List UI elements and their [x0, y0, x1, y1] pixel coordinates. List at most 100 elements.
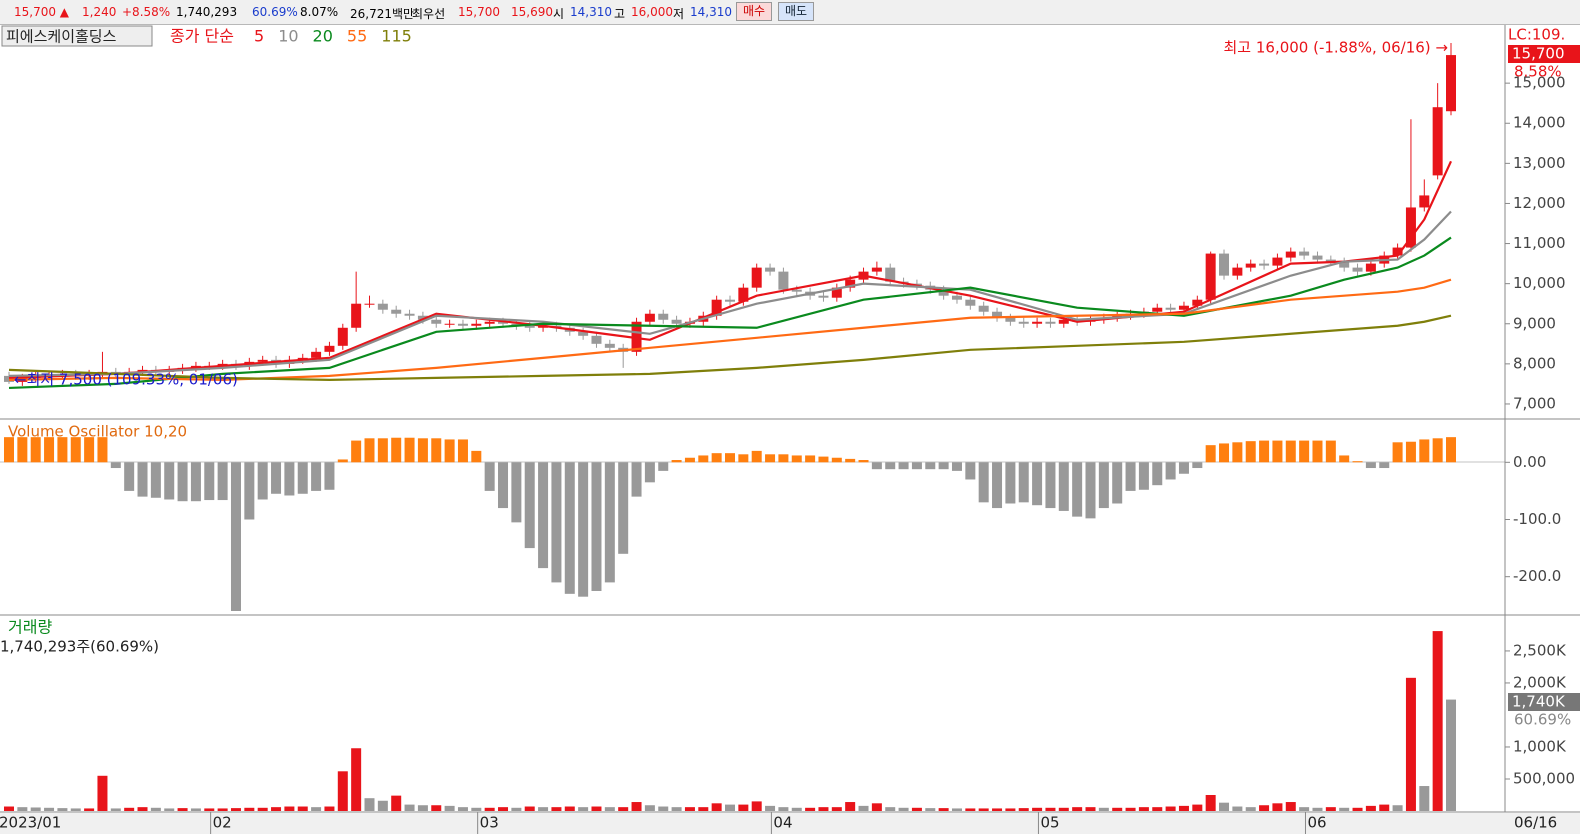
candle-body — [431, 319, 442, 324]
candle-body — [885, 267, 896, 282]
osc-bar — [1339, 455, 1350, 463]
legend-entry: 20 — [313, 27, 333, 46]
osc-bar — [805, 455, 816, 463]
volume-bar — [1005, 808, 1016, 811]
volume-bar — [1299, 807, 1310, 811]
candle-body — [644, 313, 655, 322]
osc-bar — [204, 462, 215, 501]
indicator-label: 종가 단순 — [170, 27, 234, 46]
volume-bar — [671, 807, 682, 811]
osc-bar — [524, 462, 535, 549]
volume-bar — [84, 808, 95, 811]
last-volume: 1,740K — [1512, 693, 1566, 711]
osc-bar — [898, 462, 909, 470]
volume-bar — [351, 748, 362, 811]
candle-body — [1045, 321, 1056, 324]
y-tick-label: 8,000 — [1513, 354, 1556, 372]
symbol-button — [1, 25, 153, 47]
volume-bar — [524, 806, 535, 811]
volume-bar — [551, 807, 562, 811]
volume-bar — [4, 806, 14, 811]
volume-bar — [591, 806, 602, 811]
candle-body — [1018, 321, 1029, 324]
candle-body — [1432, 107, 1443, 176]
osc-bar — [1058, 462, 1069, 511]
osc-bar — [871, 462, 882, 470]
candle-body — [992, 311, 1003, 318]
osc-bar — [1138, 462, 1149, 490]
osc-bar — [351, 440, 362, 463]
volume-bar — [858, 805, 869, 811]
osc-bar — [578, 462, 589, 597]
sell-button[interactable]: 매도 — [778, 2, 815, 21]
osc-bar — [1392, 442, 1403, 463]
osc-bar — [324, 462, 335, 490]
x-axis-band — [0, 813, 1580, 834]
volume-bar — [818, 807, 829, 811]
candle-body — [578, 331, 589, 336]
chart: 7,000 8,000 9,000 10,000 11,000 12,000 13,000 1… — [0, 25, 1580, 834]
candle-body — [631, 321, 642, 352]
y-tick-label: 2,500K — [1513, 641, 1567, 659]
osc-bar — [471, 450, 482, 463]
volume-bar — [791, 807, 802, 811]
y-tick-label: -100.0 — [1513, 510, 1561, 528]
osc-bar — [137, 462, 148, 497]
volume-bar — [457, 807, 468, 811]
osc-bar — [1299, 440, 1310, 463]
osc-bar — [911, 462, 922, 470]
candle-body — [1192, 299, 1203, 306]
volume-bar — [644, 805, 655, 811]
volume-bar — [684, 807, 695, 811]
y-tick-label: 15,000 — [1513, 74, 1566, 92]
volume-bar — [1138, 807, 1149, 811]
osc-bar — [831, 457, 842, 463]
candle-body — [1365, 263, 1376, 272]
x-tick-label: 02 — [213, 814, 232, 832]
candle-body — [1219, 253, 1230, 276]
volume-bar — [725, 804, 735, 811]
volume-bar — [431, 805, 442, 811]
osc-bar — [44, 437, 55, 463]
volume-bar — [164, 808, 175, 811]
osc-bar — [97, 437, 108, 463]
osc-bar — [1205, 445, 1216, 463]
y-tick-label: 1,000K — [1513, 737, 1567, 755]
volume-ratio: 60.69% — [1514, 711, 1571, 729]
panel-title: Volume Oscillator 10,20 — [8, 423, 187, 441]
best-label: 최우선 — [412, 7, 446, 21]
legend-entry: 5 — [254, 27, 264, 46]
candle-body — [751, 267, 762, 288]
y-tick-label: 11,000 — [1513, 234, 1566, 252]
osc-bar — [551, 462, 562, 583]
candle-body — [938, 289, 949, 296]
low-label: 저 — [673, 7, 685, 21]
osc-bar — [17, 437, 28, 463]
volume-bar — [1365, 805, 1376, 811]
candle-body — [1232, 267, 1243, 276]
volume-ratio: 60.69% — [252, 5, 298, 19]
volume-bar — [257, 807, 268, 811]
buy-button[interactable]: 매수 — [736, 2, 773, 21]
osc-bar — [791, 455, 802, 463]
candle-body — [1245, 263, 1256, 268]
volume-bar — [17, 807, 28, 811]
osc-bar — [1379, 462, 1390, 469]
candle-body — [711, 299, 722, 316]
candle-body — [1165, 307, 1176, 310]
candle-body — [591, 335, 602, 344]
volume-bar — [1058, 807, 1069, 811]
candle-body — [871, 267, 882, 272]
volume-bar — [1339, 807, 1350, 811]
volume-bar — [1432, 631, 1443, 811]
osc-bar — [644, 462, 655, 483]
low: 14,310 — [690, 5, 732, 19]
volume-bar — [364, 798, 375, 811]
candle-body — [457, 323, 468, 326]
osc-bar — [364, 438, 375, 463]
osc-bar — [658, 462, 669, 471]
volume-bar — [1446, 699, 1456, 811]
volume-bar — [578, 807, 589, 811]
osc-bar — [1285, 440, 1296, 463]
panel-title: 거래량 — [8, 618, 52, 637]
